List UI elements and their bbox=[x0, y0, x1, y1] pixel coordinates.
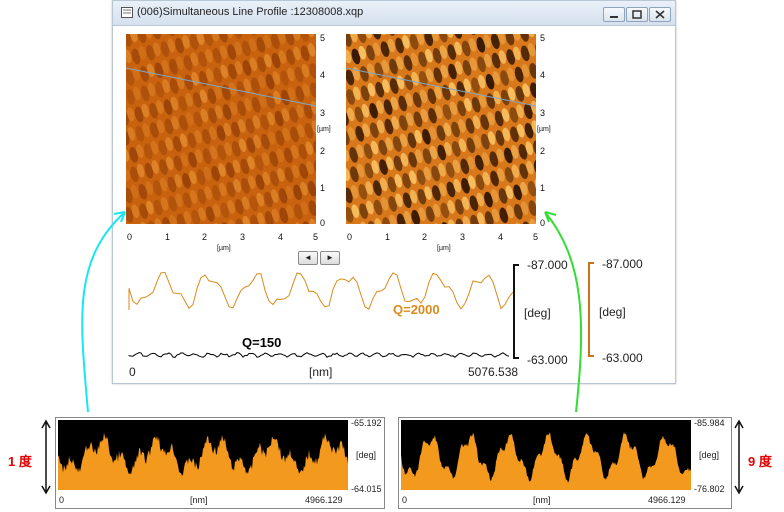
profile-y-bottom: -63.000 bbox=[527, 353, 568, 367]
right-y-tick: 5 bbox=[540, 33, 546, 43]
second-scale-unit: [deg] bbox=[599, 305, 626, 319]
left-x-unit: [µm] bbox=[217, 245, 231, 252]
bottom-left-x-end: 4966.129 bbox=[305, 495, 343, 505]
maximize-button[interactable] bbox=[626, 7, 648, 22]
bottom-left-x-start: 0 bbox=[59, 495, 65, 505]
right-y-tick: 3 bbox=[540, 108, 546, 118]
bottom-left-x-unit: [nm] bbox=[190, 495, 208, 505]
left-y-tick: 4 bbox=[320, 70, 326, 80]
bottom-right-y-bottom: -76.802 bbox=[694, 484, 725, 494]
bottom-right-range-arrow bbox=[734, 419, 744, 495]
minimize-icon bbox=[610, 16, 618, 18]
next-button[interactable]: ► bbox=[320, 251, 340, 265]
right-x-tick: 3 bbox=[460, 232, 466, 242]
left-x-tick: 0 bbox=[127, 232, 133, 242]
profile-x-end: 5076.538 bbox=[468, 365, 519, 379]
left-x-tick: 4 bbox=[278, 232, 284, 242]
profile-x-unit: [nm] bbox=[309, 365, 333, 379]
right-y-tick: 0 bbox=[540, 218, 546, 228]
bottom-left-y-top: -65.192 bbox=[351, 418, 382, 428]
right-x-unit: [µm] bbox=[437, 245, 451, 252]
window-icon bbox=[121, 7, 133, 18]
left-y-tick: 2 bbox=[320, 146, 326, 156]
profile-y-unit: [deg] bbox=[524, 306, 551, 320]
previous-button[interactable]: ◄ bbox=[298, 251, 318, 265]
left-x-tick: 3 bbox=[240, 232, 246, 242]
left-x-tick: 2 bbox=[202, 232, 208, 242]
close-button[interactable] bbox=[649, 7, 671, 22]
q-high-label: Q=2000 bbox=[393, 302, 440, 317]
right-y-tick: 1 bbox=[540, 183, 546, 193]
bottom-left-range-arrow bbox=[41, 419, 51, 495]
bottom-left-profile-panel: -65.192 [deg] -64.015 0 [nm] 4966.129 bbox=[55, 417, 385, 509]
left-phase-image[interactable] bbox=[126, 34, 316, 224]
line-profile-plot[interactable] bbox=[127, 266, 519, 363]
left-x-tick: 1 bbox=[165, 232, 171, 242]
bottom-right-x-start: 0 bbox=[402, 495, 408, 505]
bottom-right-profile-panel: -85.984 [deg] -76.802 0 [nm] 4966.129 bbox=[398, 417, 732, 509]
bottom-left-side-label: 1 度 bbox=[8, 454, 32, 469]
bottom-right-x-unit: [nm] bbox=[533, 495, 551, 505]
maximize-icon bbox=[632, 10, 642, 19]
bottom-left-profile-plot[interactable] bbox=[58, 420, 348, 490]
profile-x-start: 0 bbox=[129, 365, 136, 379]
profile-y-top: -87.000 bbox=[527, 258, 568, 272]
right-x-tick: 4 bbox=[498, 232, 504, 242]
left-y-tick: 1 bbox=[320, 183, 326, 193]
bottom-right-profile-plot[interactable] bbox=[401, 420, 691, 490]
window-client: 5 4 3 2 1 0 [µm] 0 1 2 3 4 5 [µm] 5 4 3 … bbox=[113, 26, 675, 383]
right-x-tick: 2 bbox=[422, 232, 428, 242]
second-scale-bracket bbox=[588, 262, 594, 357]
minimize-button[interactable] bbox=[603, 7, 625, 22]
right-x-tick: 1 bbox=[385, 232, 391, 242]
bottom-right-y-unit: [deg] bbox=[699, 450, 720, 460]
bottom-right-y-top: -85.984 bbox=[694, 418, 725, 428]
title-bar: (006)Simultaneous Line Profile :12308008… bbox=[113, 1, 675, 26]
close-icon bbox=[655, 10, 665, 19]
bottom-right-x-end: 4966.129 bbox=[648, 495, 686, 505]
left-y-tick: 0 bbox=[320, 218, 326, 228]
right-y-tick: 4 bbox=[540, 70, 546, 80]
bottom-left-y-unit: [deg] bbox=[356, 450, 377, 460]
left-y-unit: [µm] bbox=[317, 126, 331, 133]
right-y-tick: 2 bbox=[540, 146, 546, 156]
profile-window: (006)Simultaneous Line Profile :12308008… bbox=[112, 0, 676, 384]
right-x-tick: 0 bbox=[347, 232, 353, 242]
right-phase-image[interactable] bbox=[346, 34, 536, 224]
second-scale-top: -87.000 bbox=[602, 257, 643, 271]
second-scale-bottom: -63.000 bbox=[602, 351, 643, 365]
bottom-left-y-bottom: -64.015 bbox=[351, 484, 382, 494]
left-y-tick: 5 bbox=[320, 33, 326, 43]
window-title: (006)Simultaneous Line Profile :12308008… bbox=[137, 6, 364, 18]
profile-scale-bracket bbox=[513, 264, 519, 359]
right-y-unit: [µm] bbox=[537, 126, 551, 133]
left-x-tick: 5 bbox=[313, 232, 319, 242]
q-low-label: Q=150 bbox=[242, 335, 282, 350]
left-y-tick: 3 bbox=[320, 108, 326, 118]
bottom-right-side-label: 9 度 bbox=[748, 454, 772, 469]
right-x-tick: 5 bbox=[533, 232, 539, 242]
